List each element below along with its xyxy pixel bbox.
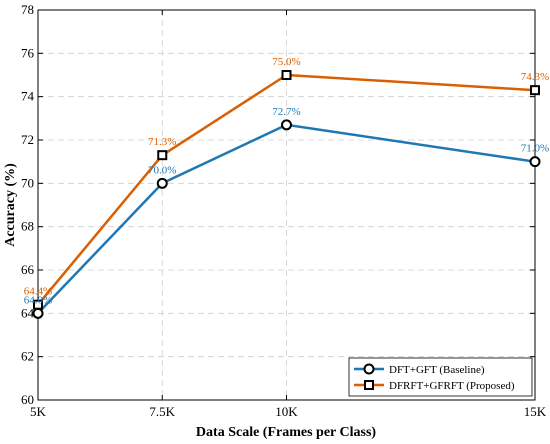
y-tick-label: 68 <box>21 219 34 234</box>
data-label-baseline: 70.0% <box>148 164 176 176</box>
y-tick-label: 62 <box>21 349 34 364</box>
x-tick-label: 7.5K <box>149 404 175 419</box>
data-point-baseline <box>32 307 44 319</box>
data-point-proposed <box>33 299 43 310</box>
data-label-baseline: 72.7% <box>272 106 300 118</box>
x-tick-label: 5K <box>30 404 47 419</box>
legend-marker-baseline <box>363 363 375 375</box>
y-tick-label: 76 <box>21 45 35 60</box>
series-layer <box>32 70 541 319</box>
data-label-proposed: 71.3% <box>148 136 176 148</box>
legend-label-baseline: DFT+GFT (Baseline) <box>389 364 485 376</box>
data-point-baseline <box>156 177 168 189</box>
data-point-baseline <box>529 156 541 168</box>
data-label-proposed: 75.0% <box>272 56 300 68</box>
y-axis-title: Accuracy (%) <box>3 163 18 247</box>
y-tick-label: 78 <box>21 2 34 17</box>
data-point-proposed <box>281 70 292 80</box>
x-tick-label: 15K <box>524 404 547 419</box>
y-tick-label: 72 <box>21 132 34 147</box>
data-label-proposed: 74.3% <box>521 71 549 83</box>
data-point-proposed <box>157 150 168 161</box>
y-tick-label: 60 <box>21 392 34 407</box>
data-point-proposed <box>530 85 540 96</box>
data-label-baseline: 64.0% <box>24 294 52 306</box>
data-labels: 64.0% 70.0% 72.7% 71.0% 64.4% 71.3% 75.0% 74.3% <box>24 56 549 306</box>
series-line-baseline <box>37 123 536 315</box>
y-tick-label: 64 <box>21 305 35 320</box>
axis-ticks: 60 62 64 66 68 70 72 74 76 78 5K 7.5K 10K 15K <box>21 2 547 419</box>
y-tick-label: 74 <box>21 89 35 104</box>
legend-marker-proposed <box>364 380 374 390</box>
series-line-proposed <box>37 73 536 306</box>
data-point-baseline <box>281 119 292 131</box>
legend: DFT+GFT (Baseline) DFRFT+GFRFT (Proposed… <box>348 357 533 397</box>
data-label-proposed: 64.4% <box>24 286 52 298</box>
data-label-baseline: 71.0% <box>521 143 549 155</box>
legend-box <box>348 357 533 397</box>
y-tick-label: 70 <box>21 175 34 190</box>
x-axis-title: Data Scale (Frames per Class) <box>196 425 376 440</box>
x-tick-label: 10K <box>275 404 298 419</box>
y-tick-label: 66 <box>21 262 35 277</box>
legend-label-proposed: DFRFT+GFRFT (Proposed) <box>389 380 515 392</box>
